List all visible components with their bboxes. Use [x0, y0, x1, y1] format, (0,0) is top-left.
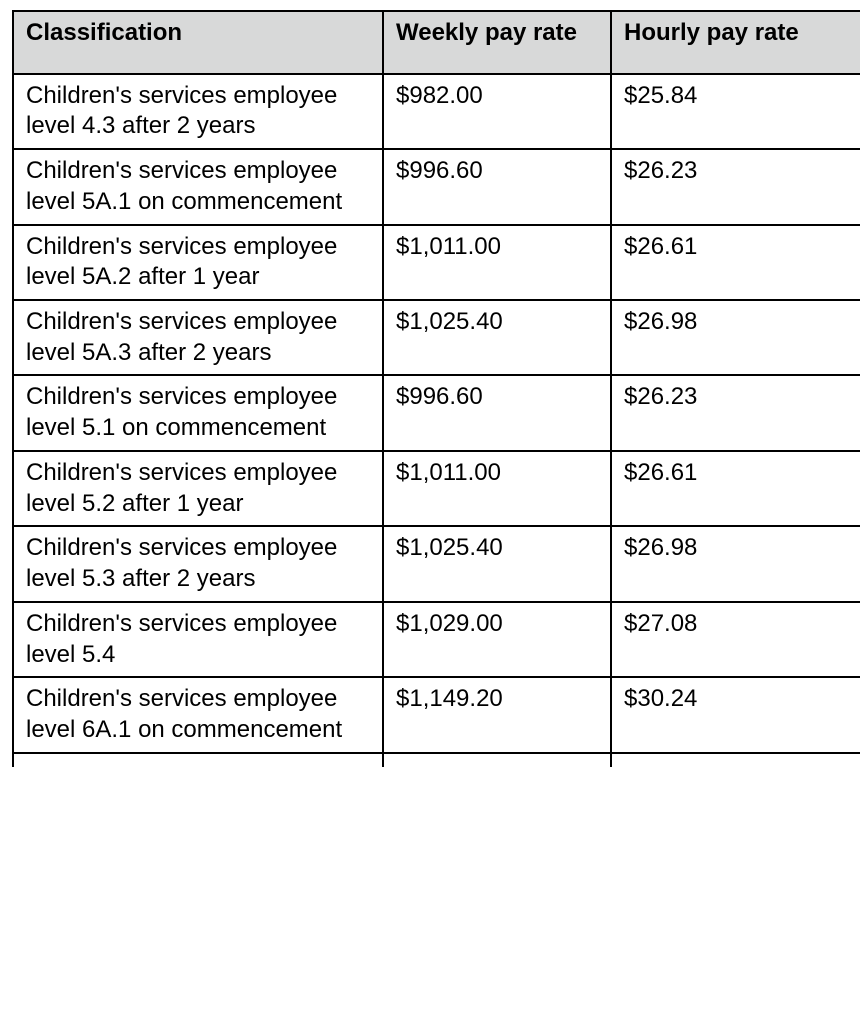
table-row: Children's services employee level 5A.1 …	[13, 149, 860, 224]
cell-classification: Children's services employee level 5.1 o…	[13, 375, 383, 450]
cell-weekly: $1,025.40	[383, 300, 611, 375]
cell-hourly: $26.98	[611, 300, 860, 375]
cell-hourly: $26.23	[611, 149, 860, 224]
cell-weekly: $1,011.00	[383, 225, 611, 300]
table-row: Children's services employee level 5.4 $…	[13, 602, 860, 677]
table-row: Children's services employee level 5.2 a…	[13, 451, 860, 526]
table-row: Children's services employee level 5A.2 …	[13, 225, 860, 300]
cell-weekly: $996.60	[383, 149, 611, 224]
pay-rate-table: Classification Weekly pay rate Hourly pa…	[12, 10, 860, 767]
table-header-row: Classification Weekly pay rate Hourly pa…	[13, 11, 860, 74]
cell-classification: Children's services employee level 5.2 a…	[13, 451, 383, 526]
table-row-partial	[13, 753, 860, 767]
cell-classification: Children's services employee level 5A.2 …	[13, 225, 383, 300]
cell-classification: Children's services employee level 5A.1 …	[13, 149, 383, 224]
col-header-classification: Classification	[13, 11, 383, 74]
cell-weekly: $1,149.20	[383, 677, 611, 752]
cell-classification: Children's services employee level 5A.3 …	[13, 300, 383, 375]
table-row: Children's services employee level 5A.3 …	[13, 300, 860, 375]
cell-classification: Children's services employee level 6A.1 …	[13, 677, 383, 752]
cell-hourly: $26.61	[611, 225, 860, 300]
cell-weekly: $1,029.00	[383, 602, 611, 677]
cell-classification: Children's services employee level 5.4	[13, 602, 383, 677]
cell-hourly: $27.08	[611, 602, 860, 677]
table-row: Children's services employee level 5.1 o…	[13, 375, 860, 450]
cell-hourly	[611, 753, 860, 767]
table-row: Children's services employee level 5.3 a…	[13, 526, 860, 601]
table-row: Children's services employee level 6A.1 …	[13, 677, 860, 752]
cell-hourly: $26.98	[611, 526, 860, 601]
cell-classification	[13, 753, 383, 767]
col-header-hourly: Hourly pay rate	[611, 11, 860, 74]
table-row: Children's services employee level 4.3 a…	[13, 74, 860, 149]
cell-hourly: $30.24	[611, 677, 860, 752]
cell-weekly: $1,025.40	[383, 526, 611, 601]
cell-weekly: $982.00	[383, 74, 611, 149]
col-header-weekly: Weekly pay rate	[383, 11, 611, 74]
cell-weekly: $996.60	[383, 375, 611, 450]
cell-hourly: $25.84	[611, 74, 860, 149]
cell-weekly	[383, 753, 611, 767]
cell-classification: Children's services employee level 5.3 a…	[13, 526, 383, 601]
cell-hourly: $26.23	[611, 375, 860, 450]
cell-classification: Children's services employee level 4.3 a…	[13, 74, 383, 149]
cell-weekly: $1,011.00	[383, 451, 611, 526]
cell-hourly: $26.61	[611, 451, 860, 526]
